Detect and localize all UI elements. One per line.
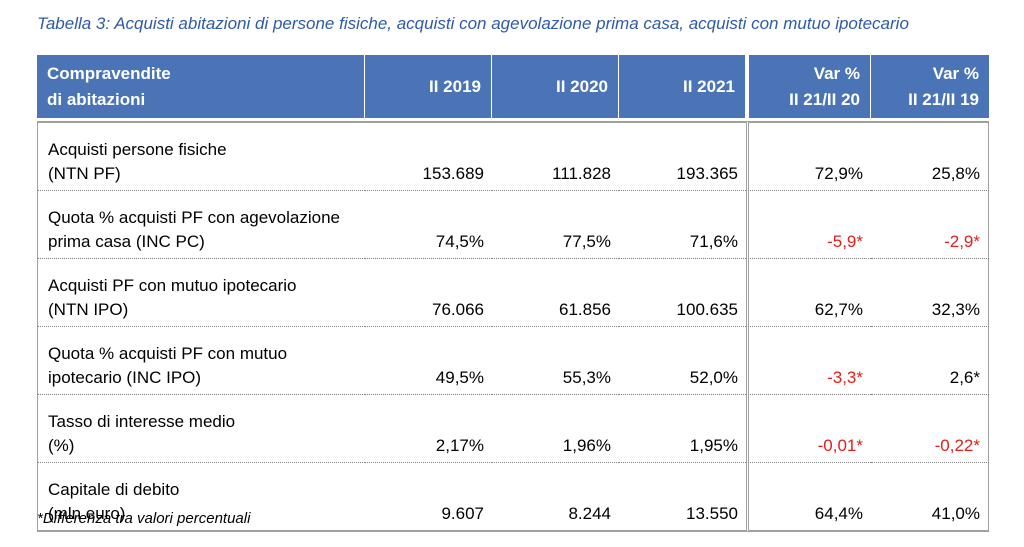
cell-2020: 61.856 [492, 259, 619, 327]
cell-2020: 77,5% [492, 191, 619, 259]
cell-2021: 13.550 [619, 463, 746, 532]
cell-2021: 52,0% [619, 327, 746, 395]
column-header-var-21-19: Var % II 21/II 19 [871, 55, 989, 121]
cell-2020: 1,96% [492, 395, 619, 463]
row-label: Acquisti PF con mutuo ipotecario (NTN IP… [37, 259, 365, 327]
cell-2019: 76.066 [365, 259, 492, 327]
cell-2021: 193.365 [619, 121, 746, 191]
table-caption: Tabella 3: Acquisti abitazioni di person… [37, 14, 909, 33]
cell-var-21-20: 62,7% [746, 259, 871, 327]
table-row: Acquisti PF con mutuo ipotecario (NTN IP… [37, 259, 989, 327]
cell-2020: 111.828 [492, 121, 619, 191]
cell-2021: 1,95% [619, 395, 746, 463]
row-label: Quota % acquisti PF con agevolazione pri… [37, 191, 365, 259]
cell-2019: 49,5% [365, 327, 492, 395]
table-row: Quota % acquisti PF con mutuo ipotecario… [37, 327, 989, 395]
cell-var-21-19: -2,9* [871, 191, 989, 259]
row-label: Quota % acquisti PF con mutuo ipotecario… [37, 327, 365, 395]
row-label: Capitale di debito (mln euro) [37, 463, 365, 532]
cell-2019: 2,17% [365, 395, 492, 463]
row-label: Tasso di interesse medio (%) [37, 395, 365, 463]
header-row: Compravendite di abitazioni II 2019 II 2… [37, 55, 989, 121]
table-row: Capitale di debito (mln euro) 9.607 8.24… [37, 463, 989, 532]
cell-var-21-19: -0,22* [871, 395, 989, 463]
cell-var-21-20: -0,01* [746, 395, 871, 463]
table-row: Acquisti persone fisiche (NTN PF) 153.68… [37, 121, 989, 191]
column-header-var-21-20: Var % II 21/II 20 [746, 55, 871, 121]
cell-var-21-20: -3,3* [746, 327, 871, 395]
cell-var-21-19: 25,8% [871, 121, 989, 191]
cell-var-21-19: 32,3% [871, 259, 989, 327]
cell-var-21-20: -5,9* [746, 191, 871, 259]
cell-2019: 9.607 [365, 463, 492, 532]
cell-2019: 153.689 [365, 121, 492, 191]
data-table: Compravendite di abitazioni II 2019 II 2… [37, 55, 989, 532]
footnote: *Differenza tra valori percentuali [37, 510, 251, 527]
cell-2019: 74,5% [365, 191, 492, 259]
cell-var-21-20: 64,4% [746, 463, 871, 532]
cell-2020: 8.244 [492, 463, 619, 532]
column-header-2021: II 2021 [619, 55, 746, 121]
row-label: Acquisti persone fisiche (NTN PF) [37, 121, 365, 191]
cell-var-21-19: 2,6* [871, 327, 989, 395]
table-row: Tasso di interesse medio (%) 2,17% 1,96%… [37, 395, 989, 463]
cell-2021: 71,6% [619, 191, 746, 259]
cell-var-21-20: 72,9% [746, 121, 871, 191]
column-header-2019: II 2019 [365, 55, 492, 121]
cell-2021: 100.635 [619, 259, 746, 327]
column-header-2020: II 2020 [492, 55, 619, 121]
cell-var-21-19: 41,0% [871, 463, 989, 532]
table-row: Quota % acquisti PF con agevolazione pri… [37, 191, 989, 259]
cell-2020: 55,3% [492, 327, 619, 395]
column-header-compravendite: Compravendite di abitazioni [37, 55, 365, 121]
